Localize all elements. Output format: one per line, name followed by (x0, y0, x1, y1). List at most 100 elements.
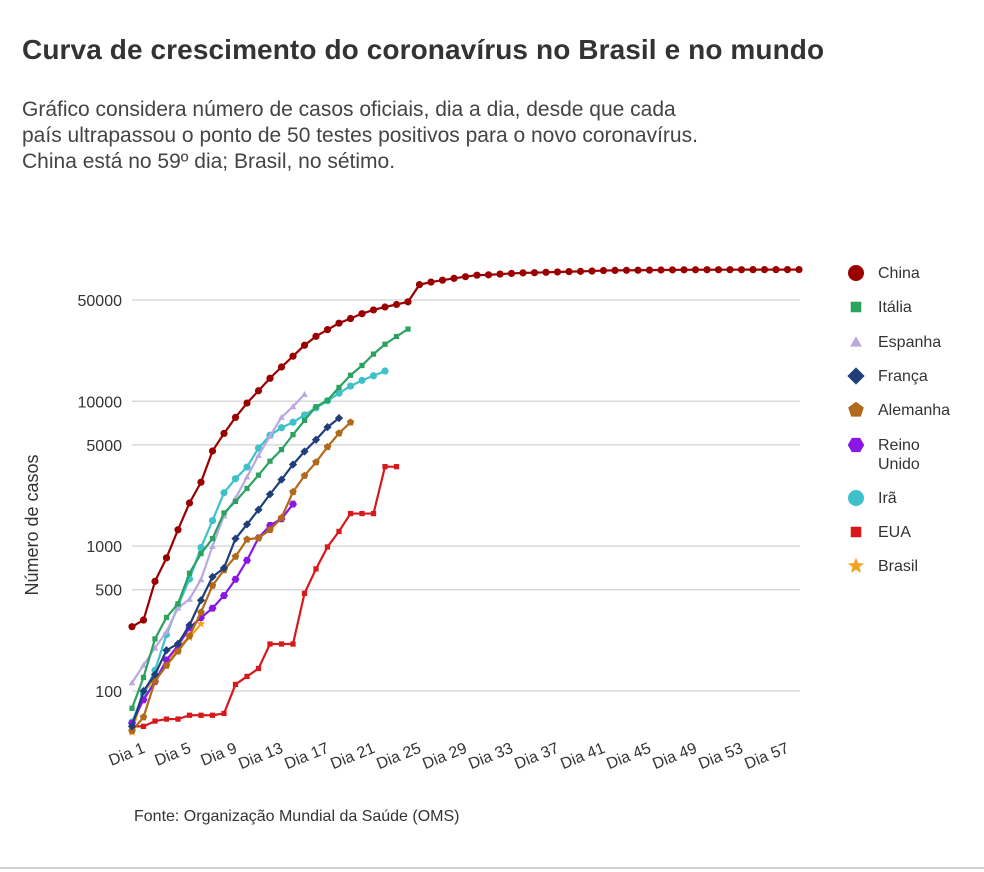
data-point (311, 435, 321, 444)
y-axis-label: Número de casos (22, 454, 42, 595)
x-tick-label: Dia 37 (512, 740, 561, 773)
data-point (163, 628, 170, 635)
series-reino-unido (128, 500, 297, 727)
data-point (128, 623, 136, 631)
data-point (359, 362, 365, 369)
data-point (198, 550, 204, 557)
data-point (530, 269, 539, 277)
data-point (128, 679, 136, 686)
chart-title: Curva de crescimento do coronavírus no B… (22, 34, 825, 65)
data-point (185, 631, 194, 640)
data-point (254, 505, 263, 514)
data-point (197, 543, 205, 552)
data-point (243, 535, 251, 543)
data-point (645, 266, 654, 274)
series-itália (129, 326, 411, 711)
data-point (150, 670, 160, 679)
data-point (186, 570, 193, 576)
data-point (220, 592, 228, 599)
data-point (565, 268, 573, 276)
legend-marker (847, 557, 865, 573)
data-point (174, 647, 182, 655)
legend-marker (850, 526, 862, 538)
data-point (277, 513, 286, 522)
data-point (473, 271, 481, 279)
data-point (243, 473, 251, 480)
data-point (127, 722, 137, 731)
data-point (370, 351, 377, 357)
data-point (404, 298, 412, 306)
x-tick-label: Dia 53 (696, 740, 745, 773)
series-line (131, 393, 306, 684)
data-point (496, 270, 504, 278)
data-point (588, 267, 596, 275)
data-point (140, 674, 147, 681)
x-tick-label: Dia 49 (650, 740, 699, 773)
data-point (438, 276, 447, 284)
data-point (162, 554, 171, 562)
data-point (266, 374, 274, 382)
subtitle-line: país ultrapassou o ponto de 50 testes po… (22, 124, 698, 147)
data-point (231, 575, 240, 583)
data-point (267, 458, 273, 464)
data-point (243, 463, 251, 471)
data-point (208, 581, 217, 589)
data-point (278, 414, 285, 420)
data-point (358, 376, 366, 384)
y-tick-label: 100 (95, 684, 122, 701)
data-point (714, 266, 723, 274)
data-point (174, 526, 182, 534)
legend-marker (848, 265, 864, 281)
data-point (244, 485, 250, 492)
data-point (208, 516, 217, 525)
legend-symbol (848, 401, 864, 417)
data-point (198, 712, 204, 718)
data-point (231, 534, 240, 543)
data-point (393, 333, 400, 340)
data-point (542, 268, 550, 276)
data-point (334, 413, 344, 423)
legend-symbol (850, 335, 862, 347)
data-point (427, 278, 435, 286)
data-point (346, 314, 355, 323)
data-point (323, 442, 332, 451)
data-point (290, 432, 296, 438)
data-point (231, 475, 240, 483)
data-point (313, 566, 319, 572)
data-point (359, 510, 365, 517)
series-layer (127, 265, 803, 736)
data-point (599, 266, 608, 275)
data-point (301, 391, 308, 397)
series-eua (129, 464, 400, 730)
data-point (726, 266, 734, 274)
data-point (140, 723, 147, 730)
data-point (255, 452, 262, 459)
data-point (209, 712, 216, 718)
data-point (289, 352, 297, 360)
data-point (336, 528, 342, 535)
data-point (289, 403, 297, 410)
data-point (185, 620, 194, 630)
legend-symbol (847, 557, 865, 573)
data-point (267, 641, 273, 647)
data-point (129, 705, 135, 711)
x-tick-label: Dia 57 (742, 740, 791, 773)
legend-marker (850, 335, 862, 347)
legend-marker (847, 367, 865, 385)
data-point (163, 614, 170, 621)
series-alemanha (128, 418, 355, 735)
legend-label: Alemanha (878, 402, 951, 420)
data-point (622, 266, 631, 274)
data-point (347, 510, 354, 517)
x-tick-label: Dia 21 (328, 740, 377, 773)
data-point (450, 274, 458, 282)
data-point (277, 475, 286, 484)
data-point (265, 490, 275, 499)
data-point (519, 269, 527, 277)
data-point (335, 319, 343, 327)
data-point (152, 636, 158, 642)
x-tick-label: Dia 29 (420, 740, 469, 773)
data-point (289, 500, 297, 508)
data-point (290, 641, 296, 647)
